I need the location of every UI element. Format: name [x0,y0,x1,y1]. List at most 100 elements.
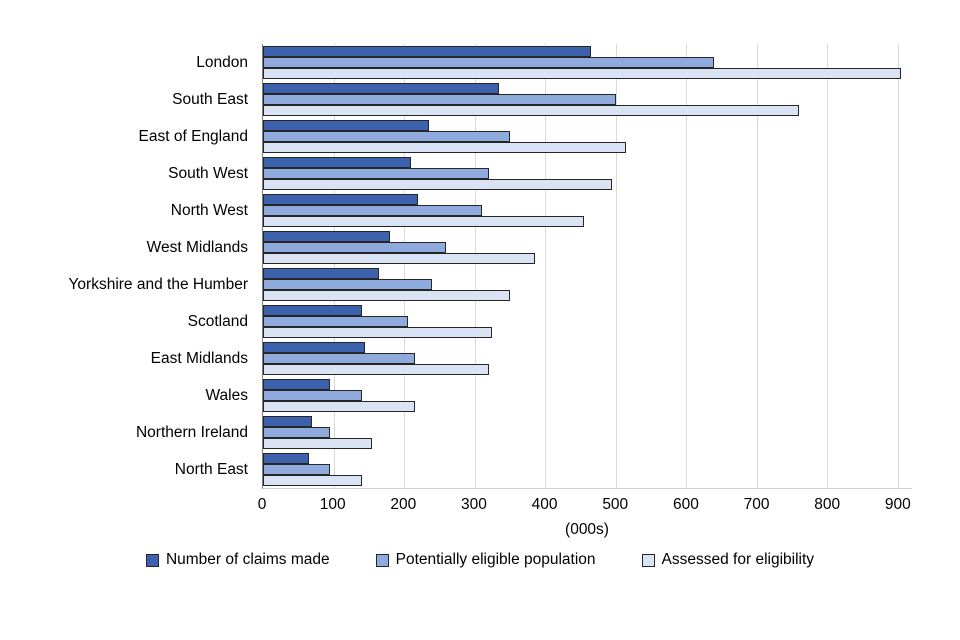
bar [263,290,510,301]
bar [263,453,309,464]
bar [263,342,366,353]
x-tick-label: 200 [390,496,417,513]
axis-spacer [0,489,262,519]
category-label: South East [172,90,248,108]
x-axis-ticks: 0 100 200 300 400 500 600 700 800 900 [258,489,912,519]
bar-group [263,451,912,488]
bar [263,438,373,449]
bar-group [263,118,912,155]
bar [263,157,412,168]
category-label: South West [168,164,248,182]
bar [263,279,433,290]
bar [263,364,489,375]
legend: Number of claims made Potentially eligibl… [0,551,960,569]
bar [263,179,613,190]
bar [263,105,800,116]
x-tick-label: 300 [461,496,487,513]
bar [263,57,715,68]
bar [263,205,482,216]
bar [263,142,627,153]
bar-rows [263,44,912,488]
bar [263,231,390,242]
legend-label: Assessed for eligibility [661,551,815,568]
legend-swatch [145,553,159,567]
category-label: North East [174,460,248,478]
bar-group [263,81,912,118]
gridline [474,44,476,488]
bar [263,401,415,412]
category-label: Wales [205,386,249,404]
bar-group [263,155,912,192]
bar [263,427,331,438]
legend-label: Number of claims made [165,551,330,568]
bar [263,194,419,205]
bar-group [263,414,912,451]
legend-item: Number of claims made [145,551,330,569]
bar [263,46,592,57]
gridline [333,44,335,488]
bar [263,416,313,427]
plot-area [262,44,912,489]
x-axis-label-row: (000s) [0,519,912,539]
bar [263,131,510,142]
axis-spacer [0,519,262,539]
bar [263,242,447,253]
bar [263,316,408,327]
gridline [897,44,899,488]
category-label: East Midlands [150,349,248,367]
category-label: North West [170,201,248,219]
bar-group [263,340,912,377]
bar-group [263,229,912,266]
category-label: West Midlands [146,238,248,256]
bar-group [263,377,912,414]
bar [263,390,362,401]
bar [263,83,500,94]
legend-swatch [375,553,389,567]
bar [263,379,331,390]
category-label: East of England [138,127,248,145]
gridlines [263,44,912,488]
bar-chart: London South East East of England South Wes… [0,44,912,489]
category-label: Yorkshire and the Humber [68,275,249,293]
bar [263,120,429,131]
bar-group [263,303,912,340]
legend-item: Potentially eligible population [375,551,596,569]
bar [263,305,362,316]
gridline [756,44,758,488]
bar-group [263,44,912,81]
x-tick-label: 800 [814,496,841,513]
category-label: Scotland [187,312,248,330]
x-axis: 0 100 200 300 400 500 600 700 800 900 [0,489,912,519]
gridline [615,44,617,488]
bar-group [263,266,912,303]
category-label: London [196,53,248,71]
x-tick-label: 100 [319,496,346,513]
bar [263,216,584,227]
x-axis-label: (000s) [565,521,609,538]
gridline [686,44,688,488]
gridline [827,44,829,488]
bar [263,68,902,79]
bar-group [263,192,912,229]
x-tick-label: 900 [884,496,911,513]
x-tick-label: 600 [672,496,699,513]
bar [263,253,535,264]
bar [263,475,362,486]
category-axis: London South East East of England South Wes… [0,44,262,489]
gridline [545,44,547,488]
x-tick-label: 700 [743,496,770,513]
bar [263,327,493,338]
legend-item: Assessed for eligibility [641,551,815,569]
x-tick-label: 400 [531,496,558,513]
bar [263,464,331,475]
bar [263,168,489,179]
gridline [404,44,406,488]
bar [263,268,380,279]
category-label: Northern Ireland [135,423,248,441]
bar [263,94,616,105]
x-tick-label: 500 [602,496,629,513]
x-tick-label: 0 [257,496,267,513]
bar [263,353,415,364]
legend-label: Potentially eligible population [395,551,596,568]
